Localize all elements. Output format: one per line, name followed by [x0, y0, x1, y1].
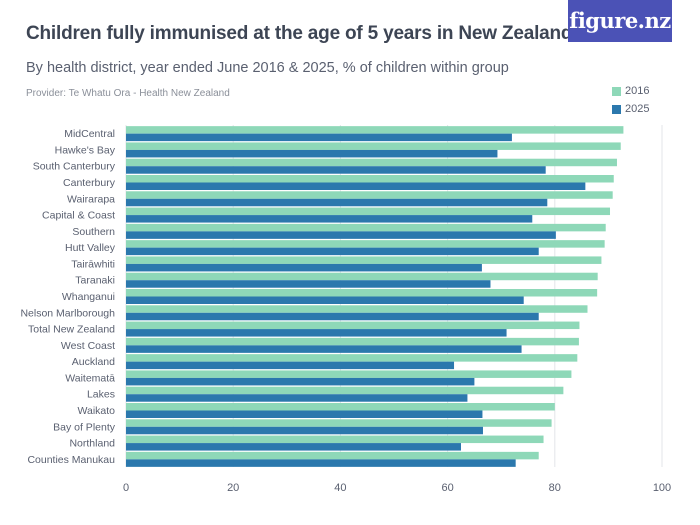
- legend-item-2025: 2025: [612, 100, 649, 118]
- bar-2025: [126, 361, 455, 370]
- bar-2025: [126, 345, 522, 353]
- legend-swatch-2025: [612, 104, 621, 114]
- bar-2025: [126, 312, 539, 321]
- category-label: Wairarapa: [67, 193, 115, 205]
- bar-2025: [126, 394, 468, 402]
- bar-2025: [126, 280, 491, 288]
- category-label: Lakes: [87, 389, 115, 401]
- category-label: Canterbury: [63, 177, 116, 189]
- bar-2025: [126, 296, 524, 304]
- category-label: Southern: [72, 226, 115, 238]
- category-label: Bay of Plenty: [53, 421, 116, 433]
- category-label: Nelson Marlborough: [20, 307, 115, 319]
- category-label: Tairāwhiti: [71, 258, 115, 270]
- bar-2016: [126, 337, 579, 346]
- legend-item-2016: 2016: [612, 82, 649, 100]
- category-label: Auckland: [72, 356, 115, 368]
- bar-2016: [126, 207, 611, 216]
- bar-2016: [126, 142, 621, 150]
- category-label: Whanganui: [62, 291, 115, 303]
- category-label: MidCentral: [64, 128, 115, 140]
- bar-2025: [126, 182, 586, 190]
- category-label: Hutt Valley: [65, 242, 116, 254]
- bar-2016: [126, 386, 564, 395]
- category-label: Hawke's Bay: [55, 144, 116, 156]
- bar-2016: [126, 370, 572, 378]
- data-provider: Provider: Te Whatu Ora - Health New Zeal…: [26, 88, 230, 99]
- bar-2025: [126, 231, 556, 239]
- legend-label-2016: 2016: [625, 85, 650, 97]
- x-tick-label: 20: [227, 482, 239, 494]
- chart-subtitle: By health district, year ended June 2016…: [26, 60, 509, 76]
- bar-2025: [126, 459, 516, 467]
- bar-2025: [126, 410, 483, 418]
- bar-2025: [126, 329, 507, 337]
- legend-swatch-2016: [612, 86, 621, 96]
- bar-2016: [126, 272, 598, 281]
- category-label: Northland: [69, 438, 115, 450]
- chart-legend: 2016 2025: [612, 82, 649, 118]
- bar-2016: [126, 175, 614, 183]
- x-tick-label: 40: [334, 482, 346, 494]
- bar-2016: [126, 223, 606, 232]
- figure-nz-logo[interactable]: figure.nz: [568, 0, 672, 42]
- bar-2025: [126, 247, 539, 256]
- x-tick-label: 100: [653, 482, 671, 494]
- bar-2016: [126, 240, 605, 248]
- legend-label-2025: 2025: [625, 103, 650, 115]
- bar-2025: [126, 426, 483, 435]
- category-label: South Canterbury: [33, 161, 116, 173]
- category-label: Taranaki: [75, 275, 115, 287]
- x-tick-label: 60: [441, 482, 453, 494]
- category-label: Waikato: [77, 405, 115, 417]
- bar-2025: [126, 149, 498, 158]
- x-tick-label: 0: [123, 482, 129, 494]
- category-label: Counties Manukau: [27, 454, 115, 466]
- bar-2016: [126, 126, 624, 134]
- bar-2016: [126, 289, 598, 297]
- bar-2025: [126, 377, 475, 386]
- category-label: West Coast: [61, 340, 115, 352]
- category-label: Total New Zealand: [28, 324, 115, 336]
- bar-2016: [126, 321, 580, 330]
- category-label: Capital & Coast: [42, 210, 115, 222]
- bar-2016: [126, 451, 539, 460]
- bar-2016: [126, 354, 578, 362]
- bar-2025: [126, 263, 482, 272]
- bar-2025: [126, 198, 548, 207]
- bar-2025: [126, 443, 461, 451]
- bar-2025: [126, 166, 546, 174]
- bar-2016: [126, 435, 544, 444]
- bar-2016: [126, 305, 588, 313]
- bar-2025: [126, 133, 512, 142]
- bar-2016: [126, 158, 617, 167]
- bar-2025: [126, 215, 533, 223]
- bar-2016: [126, 419, 552, 427]
- bar-2016: [126, 256, 602, 264]
- bar-2016: [126, 403, 555, 411]
- chart-title: Children fully immunised at the age of 5…: [26, 23, 573, 44]
- bar-2016: [126, 191, 613, 199]
- category-label: Waitematā: [65, 372, 115, 384]
- x-tick-label: 80: [549, 482, 561, 494]
